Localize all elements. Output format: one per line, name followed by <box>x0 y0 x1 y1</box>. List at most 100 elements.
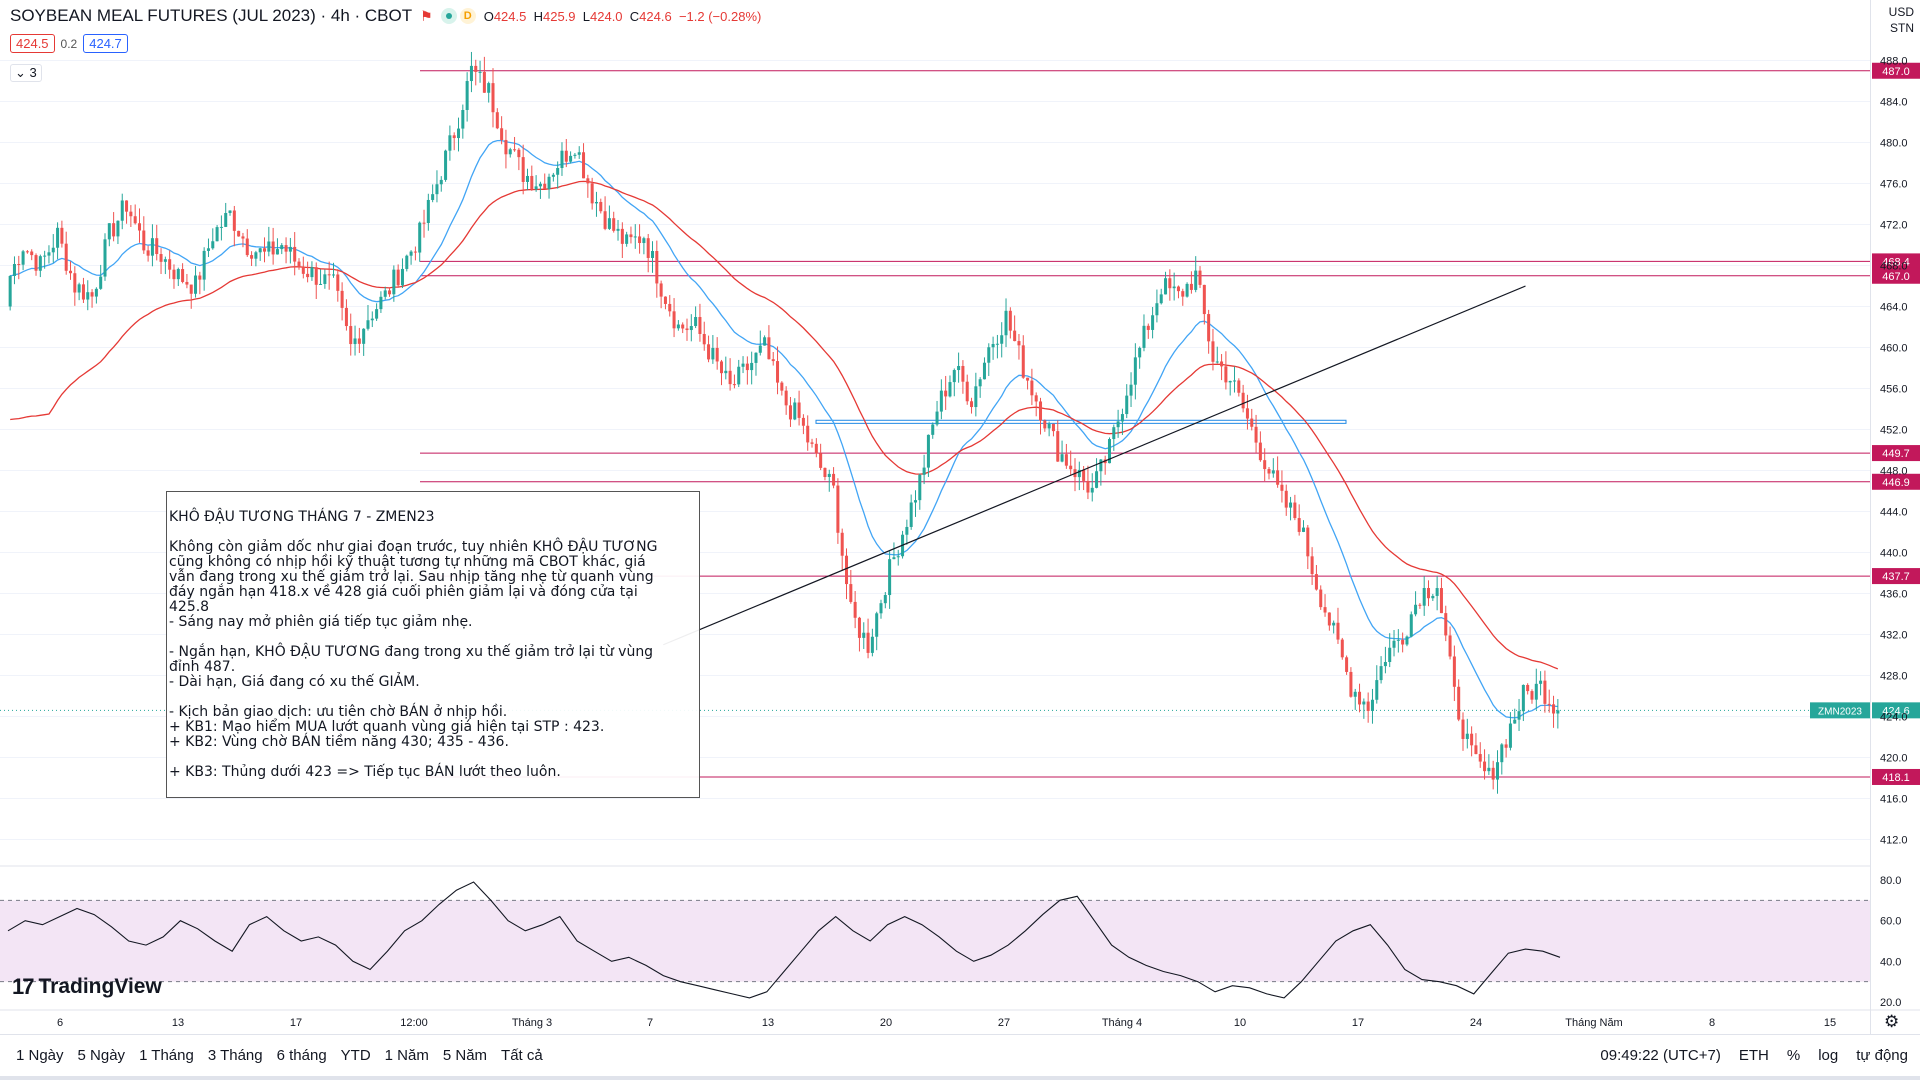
range-button[interactable]: 6 tháng <box>276 1047 327 1064</box>
candle-body <box>435 184 439 195</box>
candle-body <box>866 632 870 653</box>
candle-body <box>288 246 292 252</box>
candle-body <box>948 382 952 397</box>
candle-body <box>939 390 943 412</box>
candle-body <box>73 273 77 293</box>
candle-body <box>754 352 758 363</box>
range-button[interactable]: 1 Năm <box>384 1047 429 1064</box>
rsi-band <box>0 865 1870 982</box>
buy-price-button[interactable]: 424.7 <box>83 34 128 53</box>
candle-body <box>478 71 482 73</box>
tradingview-logo[interactable]: 17 TradingView <box>12 974 162 1000</box>
symbol-title[interactable]: SOYBEAN MEAL FUTURES (JUL 2023) · 4h · C… <box>10 6 413 25</box>
candle-body <box>1142 325 1146 348</box>
candle-body <box>1349 671 1353 697</box>
range-button[interactable]: 3 Tháng <box>207 1047 263 1064</box>
candle-body <box>1039 401 1043 421</box>
range-button[interactable]: 1 Ngày <box>16 1047 64 1064</box>
clock[interactable]: 09:49:22 (UTC+7) <box>1600 1047 1721 1064</box>
candle-body <box>771 359 775 362</box>
range-button[interactable]: 5 Ngày <box>77 1047 126 1064</box>
candle-body <box>1552 704 1556 714</box>
candle-body <box>1164 278 1168 295</box>
candle-body <box>211 241 215 249</box>
price-axis[interactable]: 412.0 416.0 420.0 424.0 428.0 432.0 436.0 440.0… <box>1880 56 1908 1010</box>
rsi-tick-label: 80.0 <box>1880 875 1901 887</box>
candle-body <box>806 425 810 443</box>
candle-body <box>1427 587 1431 599</box>
candles[interactable] <box>8 51 1560 794</box>
delayed-data-icon[interactable]: D <box>459 8 476 24</box>
collapse-indicators-button[interactable]: ⌄ 3 <box>10 64 42 82</box>
candle-body <box>784 390 788 406</box>
logo-text: TradingView <box>38 975 162 998</box>
candle-body <box>21 251 25 265</box>
candle-body <box>659 283 663 297</box>
note-line: + KB3: Thủng dưới 423 => Tiếp tục BÁN lư… <box>169 764 561 780</box>
candle-body <box>457 128 461 139</box>
candle-body <box>521 157 525 182</box>
currency-label[interactable]: USD <box>1888 5 1914 19</box>
candle-body <box>340 290 344 308</box>
trendline[interactable] <box>663 285 1526 646</box>
candle-body <box>1151 315 1155 330</box>
candle-body <box>814 443 818 454</box>
candle-body <box>1133 357 1137 385</box>
candle-body <box>1444 613 1448 636</box>
candle-body <box>1457 686 1461 720</box>
flag-icon[interactable]: ⚑ <box>420 7 433 24</box>
sell-price-button[interactable]: 424.5 <box>10 34 55 53</box>
range-button[interactable]: 5 Năm <box>442 1047 488 1064</box>
range-button[interactable]: Tất cả <box>501 1047 543 1064</box>
candle-body <box>409 251 413 256</box>
currency-unit[interactable]: USD STN <box>1889 4 1914 36</box>
candle-body <box>280 245 284 250</box>
candle-body <box>1034 395 1038 402</box>
candle-body <box>56 227 60 248</box>
candle-body <box>159 254 163 262</box>
session-toggle[interactable]: ETH <box>1738 1047 1769 1064</box>
candle-body <box>405 255 409 269</box>
candle-body <box>1155 303 1159 316</box>
candle-body <box>181 269 185 282</box>
candle-body <box>883 595 887 604</box>
candle-body <box>926 434 930 468</box>
candle-body <box>17 264 21 266</box>
candle-body <box>482 71 486 93</box>
range-button[interactable]: YTD <box>340 1047 371 1064</box>
time-axis[interactable]: 6 13 17 12:00 Tháng 3 7 13 20 27 Tháng 4 10 17 24 Thá… <box>0 1009 1920 1029</box>
settings-gear-icon[interactable]: ⚙ <box>1884 1012 1900 1031</box>
range-button[interactable]: 1 Tháng <box>139 1047 194 1064</box>
auto-scale-toggle[interactable]: tự động <box>1856 1047 1908 1064</box>
horizontal-levels[interactable]: 487.0 468.4 467.0 449.7 446.9 437.7 418.1 ZMN20… <box>0 62 1920 785</box>
candle-body <box>840 532 844 556</box>
log-toggle[interactable]: log <box>1818 1047 1839 1064</box>
candle-body <box>944 390 948 397</box>
candle-body <box>1245 408 1249 419</box>
market-status-icon[interactable] <box>440 8 457 24</box>
candle-body <box>500 128 504 140</box>
candle-body <box>344 307 348 327</box>
candle-body <box>987 347 991 363</box>
candle-body <box>1060 454 1064 462</box>
candle-body <box>801 417 805 426</box>
candle-body <box>426 199 430 224</box>
candle-body <box>1090 487 1094 493</box>
candle-body <box>1284 490 1288 508</box>
unit-label[interactable]: STN <box>1890 21 1914 35</box>
candle-body <box>530 175 534 190</box>
candle-body <box>1194 270 1198 290</box>
candle-body <box>51 247 55 253</box>
candle-body <box>1138 347 1142 358</box>
level-label-bg <box>1872 253 1920 270</box>
candle-body <box>237 230 241 237</box>
percent-toggle[interactable]: % <box>1786 1047 1801 1064</box>
analysis-note[interactable]: KHÔ ĐẬU TƯƠNG THÁNG 7 - ZMEN23 Không còn … <box>166 491 700 798</box>
candle-body <box>263 248 267 252</box>
rsi-line <box>7 881 1561 999</box>
symbol-tag-bg <box>1810 702 1870 719</box>
time-tick-label: 8 <box>1709 1017 1715 1029</box>
candle-body <box>267 241 271 252</box>
candle-body <box>935 411 939 425</box>
candle-body <box>47 252 51 256</box>
